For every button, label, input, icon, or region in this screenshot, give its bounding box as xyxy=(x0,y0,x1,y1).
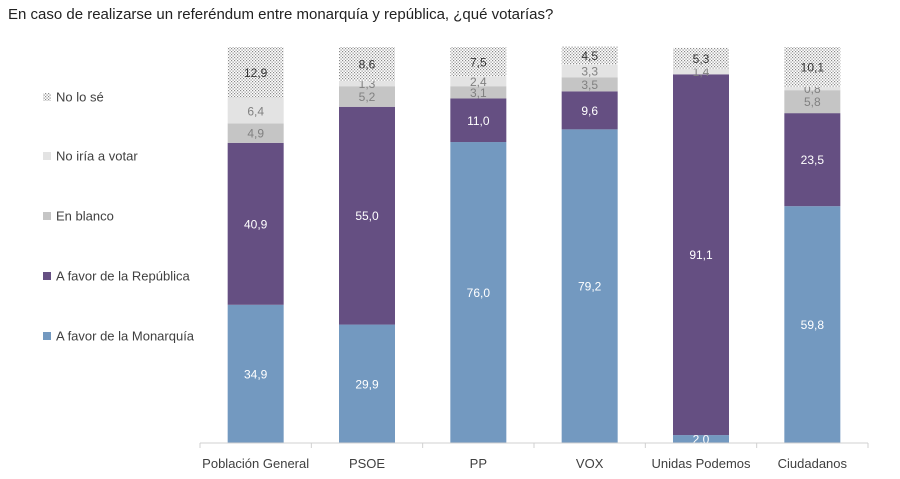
data-label-en-blanco-pp: 3,1 xyxy=(470,86,487,100)
bar-segment-no-iria-a-votar-psoe xyxy=(339,81,395,87)
data-label-no-lo-se-psoe: 8,6 xyxy=(359,58,376,72)
data-label-en-blanco-psoe: 5,2 xyxy=(359,90,376,104)
category-label-psoe: PSOE xyxy=(349,456,385,471)
bar-segment-en-blanco-psoe xyxy=(339,86,395,107)
data-label-en-blanco-ciudadanos: 5,8 xyxy=(804,95,821,109)
data-label-no-iria-a-votar-pp: 2,4 xyxy=(470,75,487,89)
bar-segment-no-lo-se-vox xyxy=(561,46,618,65)
data-label-no-iria-a-votar-vox: 3,3 xyxy=(581,64,598,78)
data-label-a-favor-de-la-monarquia-vox: 79,2 xyxy=(578,280,602,294)
legend-swatch-no-lo-se xyxy=(43,93,51,101)
category-label-vox: VOX xyxy=(576,456,604,471)
bar-segment-a-favor-de-la-republica-vox xyxy=(561,91,618,130)
data-label-no-lo-se-pp: 7,5 xyxy=(470,55,487,69)
data-label-a-favor-de-la-republica-pp: 11,0 xyxy=(467,114,490,128)
bar-segment-a-favor-de-la-monarquia-unidas-podemos xyxy=(673,435,729,443)
chart-title: En caso de realizarse un referéndum entr… xyxy=(8,6,554,23)
data-label-a-favor-de-la-monarquia-ciudadanos: 59,8 xyxy=(801,318,825,332)
data-label-no-lo-se-vox: 4,5 xyxy=(581,49,598,63)
category-label-poblacion-general: Población General xyxy=(202,456,309,471)
legend-swatch-a-favor-de-la-republica xyxy=(43,272,51,280)
bar-segment-a-favor-de-la-monarquia-poblacion-general xyxy=(227,304,284,443)
bar-segment-no-iria-a-votar-vox xyxy=(561,64,618,78)
legend-label-en-blanco: En blanco xyxy=(56,209,114,224)
bar-segment-no-lo-se-ciudadanos xyxy=(784,47,841,87)
bar-segment-no-lo-se-pp xyxy=(450,47,507,77)
data-label-a-favor-de-la-monarquia-poblacion-general: 34,9 xyxy=(244,367,268,381)
legend-swatch-no-iria-a-votar xyxy=(43,152,51,160)
category-label-pp: PP xyxy=(470,456,487,471)
bar-segment-a-favor-de-la-republica-poblacion-general xyxy=(227,142,284,305)
data-label-a-favor-de-la-republica-vox: 9,6 xyxy=(581,104,598,118)
data-label-no-iria-a-votar-poblacion-general: 6,4 xyxy=(247,104,264,118)
bars: 34,940,94,96,412,929,955,05,21,38,676,01… xyxy=(227,46,841,447)
bar-segment-en-blanco-poblacion-general xyxy=(227,123,284,143)
bar-segment-a-favor-de-la-republica-psoe xyxy=(339,106,395,325)
bar-segment-en-blanco-vox xyxy=(561,77,618,92)
bar-segment-no-iria-a-votar-ciudadanos xyxy=(784,86,841,91)
data-label-a-favor-de-la-monarquia-psoe: 29,9 xyxy=(355,377,379,391)
legend-swatch-a-favor-de-la-monarquia xyxy=(43,332,51,340)
bar-segment-a-favor-de-la-monarquia-ciudadanos xyxy=(784,206,841,443)
bar-segment-no-lo-se-poblacion-general xyxy=(227,47,284,99)
data-label-no-lo-se-ciudadanos: 10,1 xyxy=(801,60,825,74)
legend-label-no-lo-se: No lo sé xyxy=(56,90,104,105)
bar-segment-en-blanco-pp xyxy=(450,86,507,99)
category-label-ciudadanos: Ciudadanos xyxy=(778,456,848,471)
bar-segment-no-iria-a-votar-poblacion-general xyxy=(227,98,284,124)
category-label-unidas-podemos: Unidas Podemos xyxy=(652,456,751,471)
bar-segment-a-favor-de-la-republica-pp xyxy=(450,98,507,143)
bar-segment-no-iria-a-votar-pp xyxy=(450,76,507,87)
bar-segment-no-lo-se-psoe xyxy=(339,47,395,82)
bar-segment-a-favor-de-la-republica-unidas-podemos xyxy=(673,74,729,436)
data-label-no-lo-se-unidas-podemos: 5,3 xyxy=(693,52,710,66)
bar-segment-en-blanco-ciudadanos xyxy=(784,90,841,114)
data-label-a-favor-de-la-republica-ciudadanos: 23,5 xyxy=(801,153,825,167)
data-label-en-blanco-vox: 3,5 xyxy=(581,78,598,92)
data-label-a-favor-de-la-monarquia-pp: 76,0 xyxy=(467,286,491,300)
bar-segment-a-favor-de-la-republica-ciudadanos xyxy=(784,113,841,207)
data-label-a-favor-de-la-republica-unidas-podemos: 91,1 xyxy=(689,248,713,262)
bar-segment-a-favor-de-la-monarquia-psoe xyxy=(339,324,395,443)
bar-segment-no-lo-se-unidas-podemos xyxy=(673,47,729,69)
data-label-en-blanco-poblacion-general: 4,9 xyxy=(247,127,264,141)
data-label-a-favor-de-la-republica-psoe: 55,0 xyxy=(355,209,379,223)
legend-label-no-iria-a-votar: No iría a votar xyxy=(56,149,138,164)
legend-label-a-favor-de-la-monarquia: A favor de la Monarquía xyxy=(56,329,195,344)
legend-label-a-favor-de-la-republica: A favor de la República xyxy=(56,269,190,284)
bar-segment-a-favor-de-la-monarquia-vox xyxy=(561,129,618,444)
bar-segment-no-iria-a-votar-unidas-podemos xyxy=(673,68,729,75)
legend: No lo sé No iría a votar En blanco A favor … xyxy=(43,90,195,344)
x-axis: Población General PSOE PP VOX Unidas Podemos… xyxy=(199,442,869,471)
data-label-a-favor-de-la-republica-poblacion-general: 40,9 xyxy=(244,217,268,231)
bar-segment-a-favor-de-la-monarquia-pp xyxy=(450,142,507,444)
legend-swatch-en-blanco xyxy=(43,212,51,220)
data-label-no-lo-se-poblacion-general: 12,9 xyxy=(244,66,268,80)
